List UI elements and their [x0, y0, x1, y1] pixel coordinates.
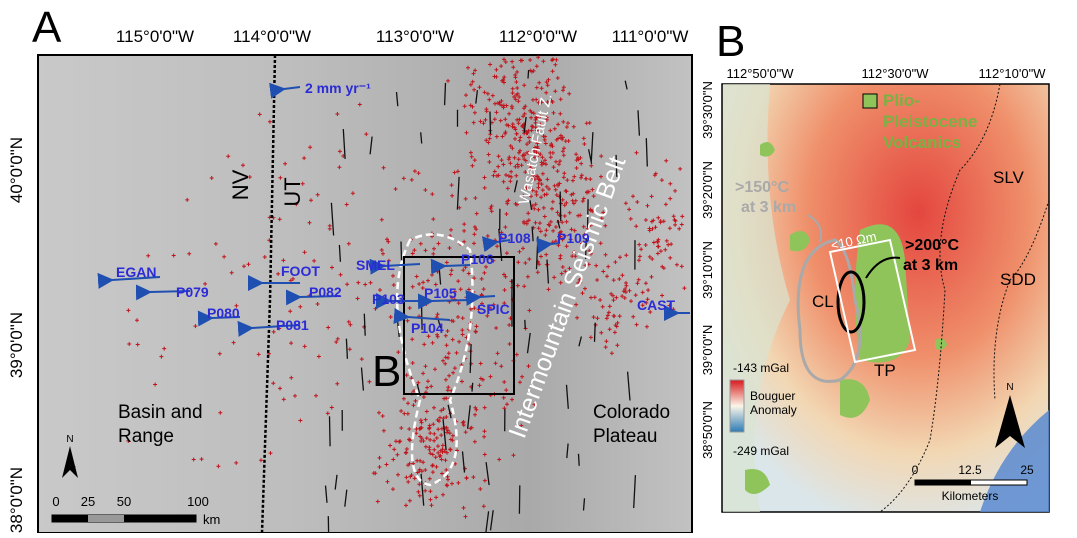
region-label: Range — [118, 426, 174, 447]
map-frame — [38, 55, 692, 533]
panel-b: B 112°50'0"W 112°30'0"W 112°10'0"W 39°30… — [700, 17, 1049, 512]
lon-label: 112°30'0"W — [862, 66, 930, 81]
station-label: FOOT — [281, 263, 320, 279]
panel-label: B — [716, 17, 745, 66]
lon-label: 113°0'0"W — [376, 27, 454, 46]
station-label: SPIC — [477, 301, 510, 317]
lon-label: 112°0'0"W — [499, 27, 577, 46]
north-label: N — [1006, 382, 1013, 393]
lat-label: 39°0'0"N — [700, 325, 715, 376]
region-label: Colorado — [593, 402, 670, 423]
lon-label: 112°50'0"W — [727, 66, 795, 81]
lon-label: 112°10'0"W — [979, 66, 1047, 81]
colorbar-title: Anomaly — [750, 403, 797, 417]
scale-tick: 25 — [81, 494, 95, 509]
station-label: P104 — [411, 320, 444, 336]
station-label: CAST — [637, 297, 676, 313]
panel-a: A 115°0'0"W 114°0'0"W 113°0'0"W 112°0'0"… — [7, 3, 692, 533]
north-label: N — [66, 434, 73, 445]
temp-150-label: at 3 km — [741, 199, 796, 216]
lat-label: 39°20'0"N — [700, 161, 715, 219]
region-label: Plateau — [593, 426, 657, 447]
legend-label: Volcanics — [883, 133, 961, 152]
station-label: P105 — [424, 285, 457, 301]
temp-150-label: >150°C — [735, 179, 789, 196]
scale-unit: Kilometers — [942, 489, 999, 503]
lat-label: 38°0'0"N — [7, 467, 26, 533]
station-label: P108 — [498, 230, 531, 246]
station-label: P079 — [176, 284, 209, 300]
station-label: EGAN — [116, 264, 156, 280]
legend-label: Pleistocene — [883, 112, 978, 131]
temp-200-label: at 3 km — [903, 257, 958, 274]
legend-label: Plio- — [883, 91, 920, 110]
figure: A 115°0'0"W 114°0'0"W 113°0'0"W 112°0'0"… — [0, 0, 1077, 533]
scale-bar — [52, 515, 196, 522]
scale-unit: km — [203, 512, 220, 527]
station-label: P106 — [461, 251, 494, 267]
lat-label: 38°50'0"N — [700, 401, 715, 459]
scale-tick: 50 — [117, 494, 131, 509]
station-label: P109 — [557, 230, 590, 246]
scale-tick: 0 — [52, 494, 59, 509]
place-label: SLV — [993, 168, 1025, 187]
velocity-label: 2 mm yr⁻¹ — [305, 80, 371, 96]
colorbar-max: -143 mGal — [733, 361, 789, 375]
station-label: P081 — [276, 317, 309, 333]
place-label: SDD — [1000, 270, 1036, 289]
box-label: B — [372, 347, 401, 396]
lon-label: 111°0'0"W — [612, 27, 689, 46]
lat-label: 39°0'0"N — [7, 312, 26, 378]
lat-label: 40°0'0"N — [7, 137, 26, 203]
place-label: CL — [812, 292, 834, 311]
lon-label: 115°0'0"W — [116, 27, 194, 46]
colorbar-min: -249 mGal — [733, 444, 789, 458]
panel-label: A — [32, 3, 62, 52]
temp-200-label: >200°C — [905, 237, 959, 254]
region-label: Basin and — [118, 402, 203, 423]
station-label: P082 — [309, 284, 342, 300]
station-label: SMEL — [356, 257, 395, 273]
station-label: P103 — [372, 291, 405, 307]
place-label: TP — [874, 361, 896, 380]
scale-tick: 100 — [187, 494, 209, 509]
scale-tick: 25 — [1020, 463, 1034, 477]
scale-bar — [915, 480, 1027, 485]
colorbar-title: Bouguer — [750, 389, 795, 403]
lat-label: 39°30'0"N — [700, 81, 715, 139]
state-label: UT — [280, 177, 305, 206]
state-label: NV — [228, 169, 253, 200]
station-label: P080 — [207, 305, 240, 321]
scale-tick: 0 — [912, 463, 919, 477]
lon-label: 114°0'0"W — [233, 27, 311, 46]
scale-tick: 12.5 — [958, 463, 982, 477]
legend-swatch — [863, 94, 877, 108]
colorbar — [730, 380, 744, 432]
page: {"panel_a": {"label": "A", "lon_labels":… — [0, 0, 1077, 533]
lat-label: 39°10'0"N — [700, 241, 715, 299]
